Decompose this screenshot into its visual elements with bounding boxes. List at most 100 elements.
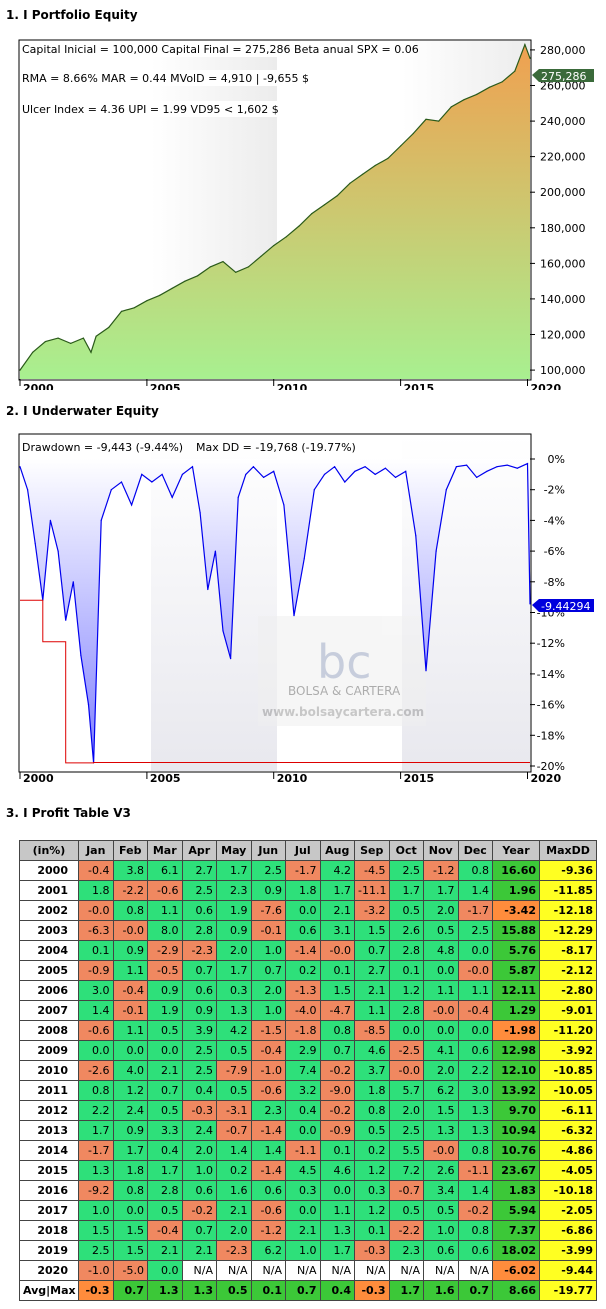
underwater-x-tick-label: 2015: [404, 772, 435, 785]
month-return-cell: 0.0: [112, 1040, 148, 1061]
equity-y-tick-label: 140,000: [540, 293, 586, 306]
month-return-cell: 0.9: [147, 980, 183, 1001]
month-return-cell: 0.0: [319, 1180, 355, 1201]
month-return-cell: 0.5: [388, 1200, 424, 1221]
drawdown-point: [283, 504, 285, 506]
drawdown-point: [445, 489, 447, 491]
month-return-cell: 1.4: [216, 1140, 252, 1161]
underwater-y-axis: 0%-2%-4%-6%-8%-10%-12%-14%-16%-18%-20%: [530, 453, 565, 773]
equity-point: [463, 99, 465, 101]
underwater-y-tick-label: -6%: [544, 545, 565, 558]
maxdd-cell: -8.17: [539, 940, 597, 961]
month-return-cell: -0.3: [354, 1240, 390, 1261]
month-return-cell: 0.0: [457, 1020, 493, 1041]
drawdown-point: [293, 615, 295, 617]
row-label: 2005: [19, 960, 79, 981]
month-return-cell: 1.6: [423, 1280, 459, 1301]
month-return-cell: 0.4: [181, 1080, 217, 1101]
watermark-url: www.bolsaycartera.com: [262, 705, 424, 719]
equity-y-tick-label: 220,000: [540, 151, 586, 164]
month-return-cell: 0.9: [112, 940, 148, 961]
drawdown-point: [171, 496, 173, 498]
month-return-cell: 2.5: [78, 1240, 114, 1261]
month-return-cell: N/A: [285, 1260, 321, 1281]
drawdown-point: [100, 519, 102, 521]
month-return-cell: 1.1: [423, 980, 459, 1001]
month-return-cell: -1.1: [457, 1160, 493, 1181]
equity-point: [108, 326, 110, 328]
month-return-cell: -1.4: [285, 940, 321, 961]
equity-y-tick-label: 260,000: [540, 80, 586, 93]
month-return-cell: -1.1: [285, 1140, 321, 1161]
maxdd-cell: -10.85: [539, 1060, 597, 1081]
drawdown-point: [151, 481, 153, 483]
month-return-cell: 0.0: [147, 1040, 183, 1061]
month-return-cell: 0.2: [354, 1140, 390, 1161]
table-row: 2019 2.5 1.5 2.1 2.1 -2.3 6.2 1.0 1.7 -0.3 2.3 0.6 0…: [19, 1240, 597, 1261]
month-return-cell: -0.6: [78, 1020, 114, 1041]
drawdown-point: [405, 470, 407, 472]
month-return-cell: 1.5: [78, 1220, 114, 1241]
month-return-cell: -2.5: [388, 1040, 424, 1061]
column-header: Dec: [457, 840, 493, 861]
month-return-cell: -0.3: [354, 1280, 390, 1301]
equity-point: [514, 70, 516, 72]
watermark-initials: bc: [317, 635, 372, 689]
month-return-cell: -1.5: [250, 1020, 286, 1041]
month-return-cell: -0.3: [181, 1100, 217, 1121]
row-label: 2002: [19, 900, 79, 921]
month-return-cell: -7.6: [250, 900, 286, 921]
month-return-cell: 0.1: [250, 1280, 286, 1301]
month-return-cell: 0.0: [285, 900, 321, 921]
month-return-cell: 2.2: [457, 1060, 493, 1081]
month-return-cell: -0.4: [457, 1000, 493, 1021]
drawdown-point: [374, 473, 376, 475]
maxdd-cell: -9.36: [539, 860, 597, 881]
drawdown-point: [207, 588, 209, 591]
drawdown-point: [384, 467, 386, 469]
month-return-cell: 0.5: [216, 1080, 252, 1101]
month-return-cell: 3.0: [78, 980, 114, 1001]
equity-stat-line-1: Capital Inicial = 100,000 Capital Final …: [22, 43, 419, 56]
month-return-cell: -0.0: [423, 1000, 459, 1021]
equity-series-group: [19, 42, 531, 379]
column-header: Feb: [112, 840, 148, 861]
column-header: Oct: [388, 840, 424, 861]
row-label: 2010: [19, 1060, 79, 1081]
month-return-cell: 2.3: [216, 880, 252, 901]
month-return-cell: -9.2: [78, 1180, 114, 1201]
month-return-cell: 0.8: [354, 1100, 390, 1121]
year-return-cell: 1.29: [492, 1000, 540, 1021]
month-return-cell: 2.7: [354, 960, 390, 981]
month-return-cell: 1.0: [285, 1240, 321, 1261]
month-return-cell: 2.7: [181, 860, 217, 881]
month-return-cell: 1.8: [78, 880, 114, 901]
month-return-cell: 0.0: [285, 1200, 321, 1221]
month-return-cell: 0.6: [457, 1240, 493, 1261]
equity-x-axis: 2000 2005 2010 2015 2020: [19, 379, 561, 390]
drawdown-point: [230, 658, 232, 660]
drawdown-point: [72, 581, 74, 583]
drawdown-point: [394, 476, 397, 478]
equity-stat-line-2: RMA = 8.66% MAR = 0.44 MVolD = 4,910 | -…: [22, 72, 309, 85]
month-return-cell: 1.3: [216, 1000, 252, 1021]
underwater-drawdown-stat: Drawdown = -9,443 (-9.44%): [22, 441, 183, 454]
month-return-cell: -0.6: [250, 1200, 286, 1221]
month-return-cell: 2.4: [112, 1100, 148, 1121]
equity-point: [19, 369, 21, 371]
underwater-last-value-callout: -9.44294: [532, 599, 594, 613]
month-return-cell: 0.5: [354, 1120, 390, 1141]
month-return-cell: 4.2: [216, 1020, 252, 1041]
year-return-cell: 10.94: [492, 1120, 540, 1141]
month-return-cell: 0.5: [388, 900, 424, 921]
equity-x-tick-label: 2010: [277, 382, 308, 390]
column-header: May: [216, 840, 252, 861]
month-return-cell: 1.3: [147, 1280, 183, 1301]
month-return-cell: 8.0: [147, 920, 183, 941]
equity-point: [171, 287, 173, 289]
month-return-cell: 0.4: [147, 1140, 183, 1161]
maxdd-cell: -19.77: [539, 1280, 597, 1301]
month-return-cell: 0.4: [319, 1280, 355, 1301]
month-return-cell: 0.1: [78, 940, 114, 961]
month-return-cell: 2.1: [147, 1060, 183, 1081]
